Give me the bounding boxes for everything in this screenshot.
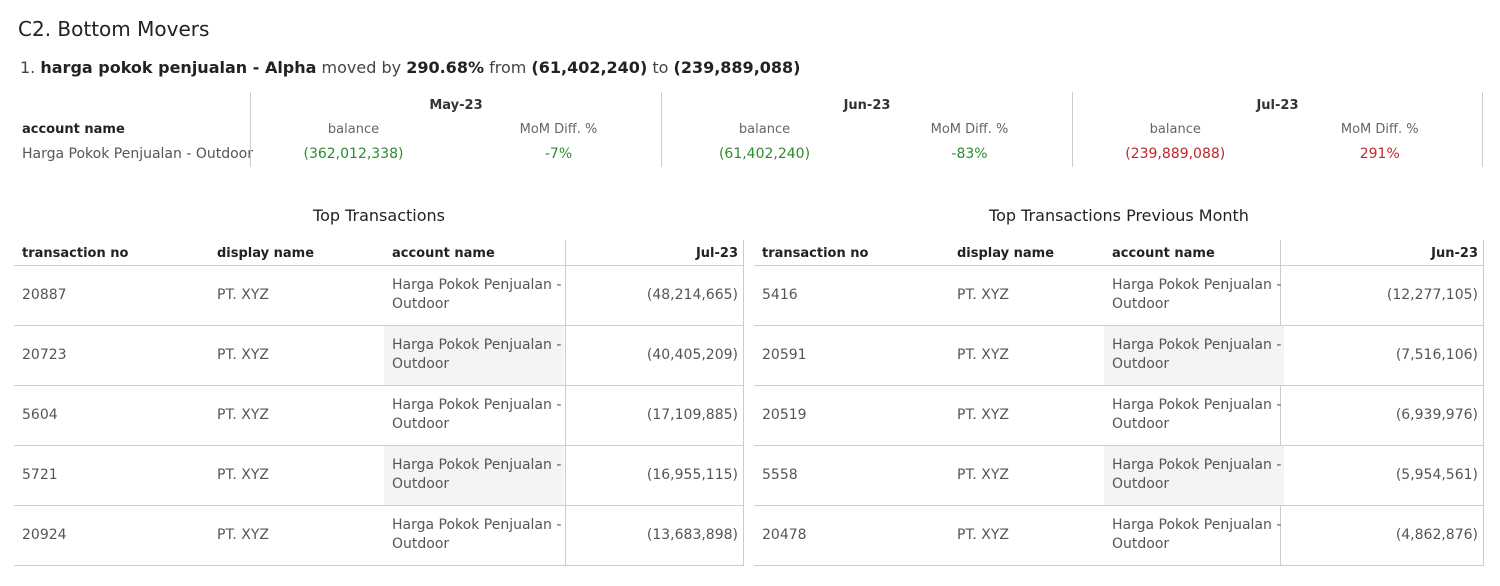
cell-transaction-no: 20519 [762,407,807,423]
balance-value: (61,402,240) [718,146,811,162]
table-row[interactable]: 5416 PT. XYZ Harga Pokok Penjualan - Outdo… [754,266,1484,326]
top-transactions-table: transaction no display name account name… [14,240,744,566]
month-block-jul: Jul-23 balance MoM Diff. % (239,889,088)… [1072,92,1483,167]
mom-value: -83% [951,146,988,162]
summary-to-value: (239,889,088) [673,58,801,77]
column-divider [565,240,566,566]
cell-account-name: Harga Pokok Penjualan - Outdoor [1104,326,1284,385]
cell-transaction-no: 5416 [762,287,798,303]
cell-amount: (48,214,665) [646,287,738,303]
table-header: transaction no display name account name… [14,240,744,266]
table-header: transaction no display name account name… [754,240,1484,266]
header-month[interactable]: Jun-23 [1431,246,1478,261]
column-divider [743,240,744,566]
summary-moved-by: moved by [321,58,402,77]
cell-transaction-no: 20478 [762,527,807,543]
cell-account-name: Harga Pokok Penjualan - Outdoor [1112,277,1282,312]
cell-display-name: PT. XYZ [957,467,1009,483]
cell-display-name: PT. XYZ [957,287,1009,303]
cell-transaction-no: 20924 [22,527,67,543]
summary-from-word: from [489,58,527,77]
table-row[interactable]: 5721 PT. XYZ Harga Pokok Penjualan - Outdo… [14,446,744,506]
cell-account-name: Harga Pokok Penjualan - Outdoor [384,446,564,505]
summary-index: 1. [20,58,36,77]
header-display-name[interactable]: display name [217,246,315,261]
table-row[interactable]: 20887 PT. XYZ Harga Pokok Penjualan - Outd… [14,266,744,326]
cell-display-name: PT. XYZ [957,527,1009,543]
cell-transaction-no: 5721 [22,467,58,483]
header-month[interactable]: Jul-23 [695,246,738,261]
month-block-jun: Jun-23 balance MoM Diff. % (61,402,240) … [661,92,1072,167]
header-account-name[interactable]: account name [392,246,495,261]
table-row[interactable]: 5558 PT. XYZ Harga Pokok Penjualan - Outdo… [754,446,1484,506]
cell-transaction-no: 20591 [762,347,807,363]
balance-header: balance [738,122,791,137]
column-divider [1483,240,1484,566]
cell-account-name: Harga Pokok Penjualan - Outdoor [1112,397,1282,432]
header-transaction-no[interactable]: transaction no [762,246,869,261]
table-row[interactable]: 20478 PT. XYZ Harga Pokok Penjualan - Outd… [754,506,1484,566]
cell-amount: (6,939,976) [1395,407,1478,423]
table-row[interactable]: 20591 PT. XYZ Harga Pokok Penjualan - Outd… [754,326,1484,386]
balance-value: (239,889,088) [1125,146,1226,162]
prev-transactions-title: Top Transactions Previous Month [989,206,1249,225]
prev-transactions-table: transaction no display name account name… [754,240,1484,566]
month-header: May-23 [429,98,483,113]
cell-transaction-no: 5558 [762,467,798,483]
cell-amount: (13,683,898) [646,527,738,543]
month-header: Jul-23 [1256,98,1299,113]
header-display-name[interactable]: display name [957,246,1055,261]
cell-amount: (7,516,106) [1395,347,1478,363]
mom-header: MoM Diff. % [519,122,598,137]
cell-account-name: Harga Pokok Penjualan - Outdoor [384,326,564,385]
header-transaction-no[interactable]: transaction no [22,246,129,261]
top-transactions-title: Top Transactions [313,206,445,225]
summary-account-value: Harga Pokok Penjualan - Outdoor [22,146,253,162]
mom-header: MoM Diff. % [930,122,1009,137]
cell-display-name: PT. XYZ [217,347,269,363]
cell-account-name: Harga Pokok Penjualan - Outdoor [392,277,562,312]
cell-account-name: Harga Pokok Penjualan - Outdoor [392,517,562,552]
cell-display-name: PT. XYZ [217,467,269,483]
cell-transaction-no: 20723 [22,347,67,363]
month-block-may: May-23 balance MoM Diff. % (362,012,338)… [250,92,661,167]
cell-transaction-no: 5604 [22,407,58,423]
table-row[interactable]: 20924 PT. XYZ Harga Pokok Penjualan - Outd… [14,506,744,566]
cell-display-name: PT. XYZ [217,407,269,423]
page-title: C2. Bottom Movers [18,17,210,41]
balance-value: (362,012,338) [303,146,404,162]
summary-from-value: (61,402,240) [531,58,648,77]
mom-value: 291% [1359,146,1400,162]
mover-summary: 1. harga pokok penjualan - Alpha moved b… [20,58,800,77]
mom-header: MoM Diff. % [1340,122,1419,137]
cell-amount: (16,955,115) [646,467,738,483]
cell-amount: (12,277,105) [1386,287,1478,303]
cell-display-name: PT. XYZ [957,347,1009,363]
column-divider [1280,240,1281,566]
table-row[interactable]: 5604 PT. XYZ Harga Pokok Penjualan - Outdo… [14,386,744,446]
balance-header: balance [1149,122,1201,137]
cell-account-name: Harga Pokok Penjualan - Outdoor [1104,446,1284,505]
month-header: Jun-23 [843,98,891,113]
cell-amount: (17,109,885) [646,407,738,423]
mom-value: -7% [544,146,573,162]
cell-display-name: PT. XYZ [217,287,269,303]
header-account-name[interactable]: account name [1112,246,1215,261]
summary-pct: 290.68% [406,58,484,77]
cell-display-name: PT. XYZ [957,407,1009,423]
summary-account: harga pokok penjualan - Alpha [40,58,317,77]
table-row[interactable]: 20723 PT. XYZ Harga Pokok Penjualan - Outd… [14,326,744,386]
cell-account-name: Harga Pokok Penjualan - Outdoor [1112,517,1282,552]
cell-display-name: PT. XYZ [217,527,269,543]
cell-amount: (40,405,209) [646,347,738,363]
summary-account-header: account name [22,122,125,137]
cell-account-name: Harga Pokok Penjualan - Outdoor [392,397,562,432]
table-row[interactable]: 20519 PT. XYZ Harga Pokok Penjualan - Outd… [754,386,1484,446]
balance-header: balance [327,122,380,137]
summary-to-word: to [652,58,669,77]
cell-amount: (4,862,876) [1395,527,1478,543]
cell-amount: (5,954,561) [1395,467,1478,483]
cell-transaction-no: 20887 [22,287,67,303]
